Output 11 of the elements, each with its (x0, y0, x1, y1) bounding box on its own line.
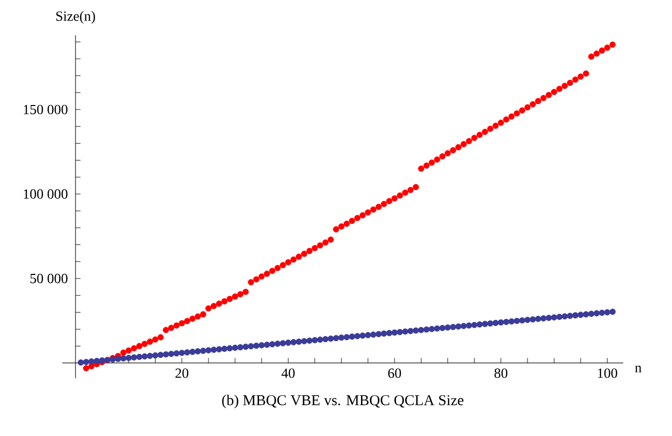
text: (b) MBQC VBE vs. MBQC QCLA Size (222, 394, 464, 408)
y-tick-label: 50 000 (30, 274, 68, 284)
x-tick-label: 80 (494, 368, 508, 378)
x-tick-label: 40 (282, 368, 295, 378)
y-axis-title: Size(n) (56, 11, 96, 24)
x-tick-label: 100 (598, 368, 618, 378)
y-tick-label: 150 000 (24, 104, 68, 114)
x-tick-label: 60 (388, 368, 401, 378)
y-tick-label: 100 000 (24, 189, 68, 199)
x-tick-label: 20 (175, 368, 188, 378)
x-axis-title: n (635, 366, 642, 372)
